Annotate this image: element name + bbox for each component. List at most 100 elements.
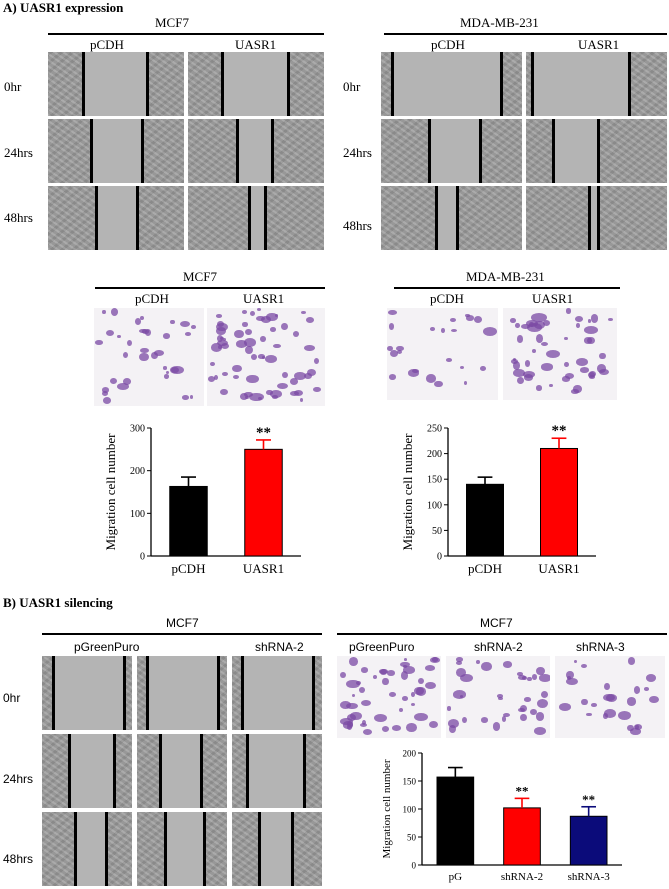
wound-image bbox=[188, 186, 324, 250]
stained-cell bbox=[573, 659, 577, 664]
bar bbox=[540, 447, 578, 557]
stained-cell bbox=[236, 340, 247, 348]
stained-cell bbox=[102, 309, 106, 314]
stained-cell bbox=[462, 717, 467, 724]
y-tick-label: 0 bbox=[140, 552, 145, 563]
stained-cell bbox=[520, 704, 528, 712]
stained-cell bbox=[216, 322, 228, 332]
stained-cell bbox=[281, 323, 289, 331]
transwell-a-right-cellline: MDA-MB-231 bbox=[466, 269, 545, 284]
stained-cell bbox=[513, 369, 525, 378]
stained-cell bbox=[401, 696, 408, 701]
transwell-a-right-col-0: pCDH bbox=[430, 291, 464, 306]
bar bbox=[569, 815, 608, 866]
stained-cell bbox=[431, 657, 438, 662]
stained-cell bbox=[516, 335, 523, 343]
stained-cell bbox=[234, 329, 244, 339]
significance-label: ** bbox=[256, 425, 271, 441]
category-label: shRNA-2 bbox=[501, 871, 543, 883]
stained-cell bbox=[359, 723, 367, 728]
stained-cell bbox=[388, 374, 397, 380]
stained-cell bbox=[558, 703, 571, 712]
bar bbox=[169, 485, 208, 557]
stained-cell bbox=[522, 371, 535, 379]
stained-cell bbox=[241, 309, 248, 315]
stained-cell bbox=[564, 372, 575, 379]
stained-cell bbox=[251, 353, 258, 360]
stained-cell bbox=[502, 712, 510, 717]
wound-image bbox=[42, 656, 132, 730]
stained-cell bbox=[417, 677, 424, 685]
stained-cell bbox=[603, 683, 610, 691]
wound-a-right-rule bbox=[384, 33, 667, 35]
stained-cell bbox=[220, 388, 228, 396]
stained-cell bbox=[139, 316, 144, 320]
bar-chart-b-mcf7: 0 50 100 150 200 Migration cell number pG ** shR… bbox=[381, 749, 622, 883]
transwell-b-col-2: shRNA-3 bbox=[576, 640, 625, 654]
stained-cell bbox=[122, 351, 128, 358]
y-tick-label: 150 bbox=[427, 475, 442, 486]
stained-cell bbox=[300, 310, 307, 315]
stained-cell bbox=[587, 372, 596, 379]
stained-cell bbox=[396, 349, 403, 355]
stained-cell bbox=[221, 371, 228, 377]
wound-image bbox=[381, 52, 522, 116]
wound-image bbox=[526, 119, 667, 183]
stained-cell bbox=[345, 702, 358, 710]
stained-cell bbox=[244, 328, 252, 336]
stained-cell bbox=[110, 308, 119, 316]
stained-cell bbox=[117, 382, 130, 390]
stained-cell bbox=[163, 366, 168, 370]
wound-image bbox=[526, 52, 667, 116]
stained-cell bbox=[581, 664, 588, 669]
stained-cell bbox=[440, 328, 446, 334]
wound-a-right-cellline: MDA-MB-231 bbox=[460, 15, 539, 30]
stained-cell bbox=[169, 319, 175, 325]
stained-cell bbox=[590, 703, 597, 707]
stained-cell bbox=[574, 316, 583, 322]
stained-cell bbox=[451, 328, 457, 332]
wound-image bbox=[188, 52, 324, 116]
stained-cell bbox=[276, 382, 289, 389]
transwell-a-left-cellline: MCF7 bbox=[183, 269, 217, 284]
stained-cell bbox=[191, 325, 197, 329]
stained-cell bbox=[575, 322, 581, 328]
wound-b-cellline: MCF7 bbox=[166, 616, 199, 630]
stained-cell bbox=[448, 725, 456, 734]
wound-image bbox=[232, 812, 322, 886]
stained-cell bbox=[216, 320, 225, 328]
stained-cell bbox=[102, 387, 110, 393]
wound-a-right-row-2: 48hrs bbox=[343, 218, 372, 233]
wound-a-right-row-1: 24hrs bbox=[343, 145, 372, 160]
transwell-b-rule bbox=[337, 633, 667, 635]
stained-cell bbox=[463, 380, 467, 385]
stained-cell bbox=[339, 671, 346, 679]
transwell-a-right-rule bbox=[394, 287, 620, 289]
stained-cell bbox=[210, 343, 223, 352]
y-tick-label: 0 bbox=[412, 861, 417, 871]
stained-cell bbox=[340, 717, 354, 726]
stained-cell bbox=[138, 352, 149, 362]
stained-cell bbox=[272, 343, 282, 349]
wound-image bbox=[137, 656, 227, 730]
wound-image bbox=[232, 734, 322, 808]
stained-cell bbox=[566, 678, 578, 686]
stained-cell bbox=[403, 665, 416, 674]
stained-cell bbox=[304, 372, 312, 379]
stained-cell bbox=[289, 378, 298, 386]
stained-cell bbox=[346, 679, 360, 689]
stained-cell bbox=[627, 657, 636, 665]
stained-cell bbox=[565, 308, 572, 314]
y-axis-label: Migration cell number bbox=[381, 759, 393, 858]
stained-cell bbox=[260, 335, 266, 342]
significance-label: ** bbox=[516, 783, 529, 798]
y-tick-label: 50 bbox=[407, 833, 417, 843]
stained-cell bbox=[216, 339, 228, 346]
stained-cell bbox=[389, 349, 399, 358]
stained-cell bbox=[180, 321, 191, 328]
stained-cell bbox=[446, 357, 453, 362]
stained-cell bbox=[398, 708, 403, 713]
stained-cell bbox=[496, 694, 504, 699]
stained-cell bbox=[530, 708, 537, 715]
stained-cell bbox=[244, 345, 253, 354]
